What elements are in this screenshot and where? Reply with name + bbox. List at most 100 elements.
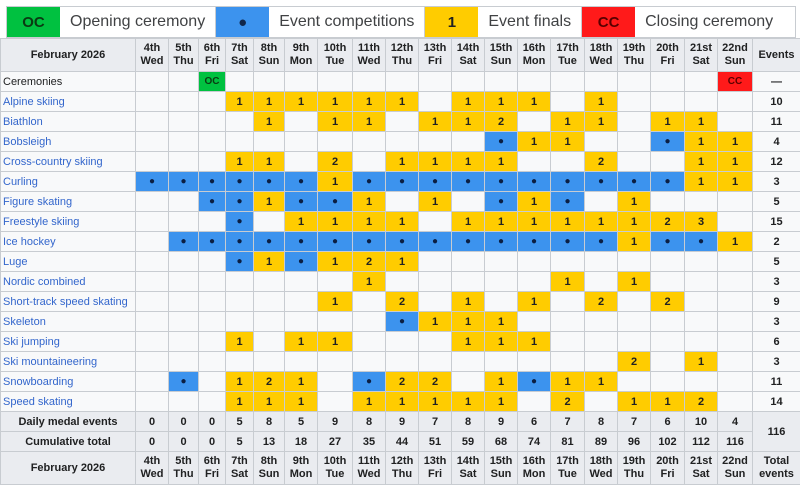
- sport-row: Ceremonies OC CC —: [0, 71, 800, 92]
- final-cell: 1: [284, 91, 318, 112]
- final-cell: 1: [352, 391, 386, 412]
- weekday: Wed: [589, 468, 613, 480]
- day-header: 17th Tue: [550, 451, 585, 485]
- schedule-cell: [135, 111, 169, 132]
- schedule-cell: [550, 331, 585, 352]
- sport-link[interactable]: Ski mountaineering: [0, 351, 136, 372]
- schedule-cell: [584, 251, 618, 272]
- schedule-cell: [198, 211, 226, 232]
- weekday: Thu: [623, 468, 645, 480]
- sport-link[interactable]: Snowboarding: [0, 371, 136, 392]
- final-cell: 1: [717, 131, 753, 152]
- closing-ceremony-cell: CC: [717, 71, 753, 92]
- weekday: Sun: [258, 468, 280, 480]
- weekday: Tue: [325, 468, 345, 480]
- daily-medal-count: 0: [198, 411, 226, 432]
- day-number: 10th: [323, 455, 347, 467]
- day-header: 14th Sat: [451, 451, 485, 485]
- sport-link[interactable]: Cross-country skiing: [0, 151, 136, 172]
- sport-link[interactable]: Luge: [0, 251, 136, 272]
- final-cell: 1: [550, 371, 585, 392]
- sport-link[interactable]: Ice hockey: [0, 231, 136, 252]
- final-cell: 1: [684, 111, 718, 132]
- competition-cell: ●: [253, 171, 285, 192]
- schedule-cell: [168, 311, 199, 332]
- schedule-cell: [451, 271, 485, 292]
- sport-link[interactable]: Figure skating: [0, 191, 136, 212]
- header-row: February 2026 4th Wed 5th Thu 6th Fri 7th Sat 8th…: [0, 38, 800, 72]
- sport-link[interactable]: Nordic combined: [0, 271, 136, 292]
- day-number: 14th: [456, 42, 480, 54]
- sport-link[interactable]: Bobsleigh: [0, 131, 136, 152]
- day-number: 13th: [423, 42, 447, 54]
- daily-medal-count: 8: [451, 411, 485, 432]
- cumulative-count: 44: [385, 431, 419, 452]
- day-number: 18th: [589, 42, 613, 54]
- cumulative-count: 51: [418, 431, 452, 452]
- schedule-cell: [517, 391, 551, 412]
- sport-link[interactable]: Alpine skiing: [0, 91, 136, 112]
- daily-medal-count: 4: [717, 411, 753, 432]
- sport-link[interactable]: Ski jumping: [0, 331, 136, 352]
- cumulative-count: 102: [650, 431, 685, 452]
- sport-link[interactable]: Skeleton: [0, 311, 136, 332]
- sport-total: —: [752, 71, 800, 92]
- final-cell: 1: [484, 151, 518, 172]
- schedule-cell: [135, 351, 169, 372]
- sport-link[interactable]: Short-track speed skating: [0, 291, 136, 312]
- day-number: 11th: [357, 455, 380, 467]
- schedule-cell: [135, 151, 169, 172]
- competition-cell: ●: [198, 191, 226, 212]
- schedule-cell: [650, 251, 685, 272]
- schedule-cell: [385, 271, 419, 292]
- legend-label-competition: Event competitions: [269, 7, 426, 37]
- day-number: 9th: [292, 455, 310, 467]
- schedule-cell: [317, 311, 353, 332]
- day-number: 6th: [203, 42, 221, 54]
- schedule-cell: [284, 71, 318, 92]
- schedule-cell: [617, 151, 651, 172]
- sport-total: 2: [752, 231, 800, 252]
- day-number: 20th: [656, 42, 679, 54]
- day-number: 8th: [260, 455, 278, 467]
- final-cell: 1: [253, 111, 285, 132]
- cumulative-count: 5: [225, 431, 254, 452]
- schedule-cell: [717, 311, 753, 332]
- schedule-cell: [550, 91, 585, 112]
- final-cell: 1: [284, 331, 318, 352]
- day-number: 15th: [489, 42, 513, 54]
- day-number: 16th: [522, 42, 546, 54]
- schedule-cell: [517, 311, 551, 332]
- schedule-cell: [484, 351, 518, 372]
- sport-link[interactable]: Freestyle skiing: [0, 211, 136, 232]
- competition-cell: ●: [451, 231, 485, 252]
- sport-link[interactable]: Biathlon: [0, 111, 136, 132]
- schedule-cell: [684, 311, 718, 332]
- day-number: 22nd: [722, 455, 748, 467]
- weekday: Mon: [522, 55, 546, 67]
- final-cell: 1: [584, 91, 618, 112]
- sport-link[interactable]: Curling: [0, 171, 136, 192]
- cumulative-count: 0: [168, 431, 199, 452]
- schedule-cell: [684, 291, 718, 312]
- day-header: 12th Thu: [385, 451, 419, 485]
- sport-total: 3: [752, 351, 800, 372]
- day-header: 16th Mon: [517, 38, 551, 72]
- day-number: 19th: [622, 42, 646, 54]
- schedule-cell: [584, 311, 618, 332]
- competition-cell: ●: [484, 171, 518, 192]
- final-cell: 1: [650, 111, 685, 132]
- day-number: 7th: [231, 42, 248, 54]
- competition-cell: ●: [352, 371, 386, 392]
- schedule-cell: [584, 351, 618, 372]
- schedule-cell: [352, 311, 386, 332]
- sport-link[interactable]: Speed skating: [0, 391, 136, 412]
- sport-total: 4: [752, 131, 800, 152]
- schedule-cell: [253, 271, 285, 292]
- schedule-cell: [352, 131, 386, 152]
- schedule-cell: [168, 251, 199, 272]
- sport-total: 5: [752, 251, 800, 272]
- day-header: 13th Fri: [418, 38, 452, 72]
- final-cell: 2: [484, 111, 518, 132]
- schedule-cell: [135, 251, 169, 272]
